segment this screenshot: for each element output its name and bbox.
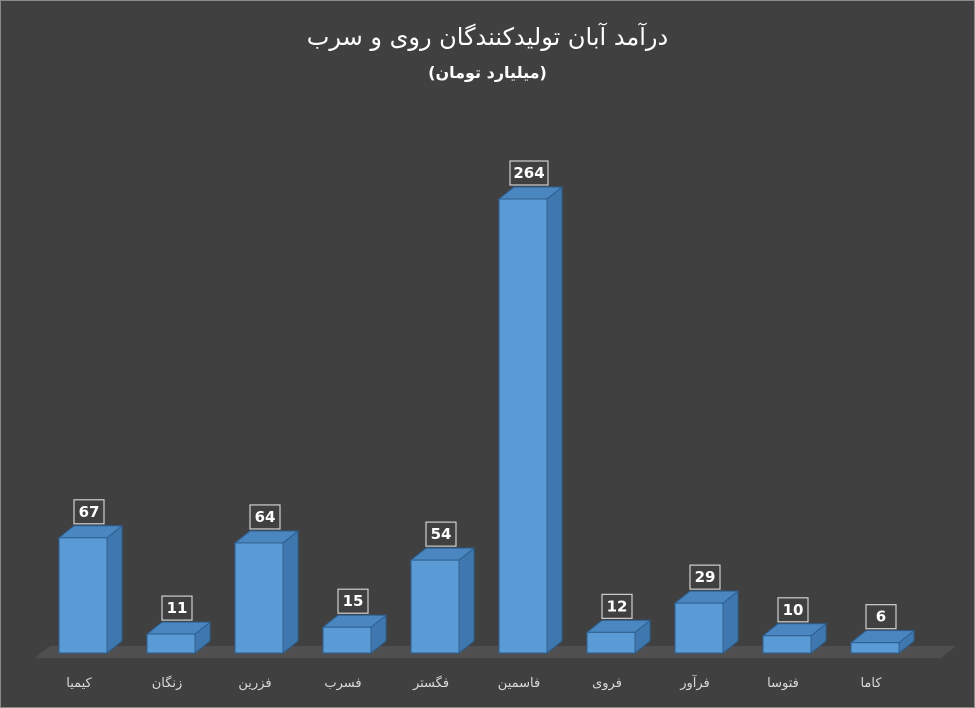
value-label-box bbox=[865, 604, 897, 630]
data-label: 54 bbox=[431, 525, 452, 543]
bar bbox=[234, 542, 284, 654]
bar bbox=[586, 631, 636, 654]
value-label-box bbox=[161, 595, 193, 621]
category-label: فسرب bbox=[324, 676, 361, 691]
data-label: 67 bbox=[79, 503, 100, 521]
category-label: کاما bbox=[860, 676, 882, 691]
bar bbox=[410, 559, 460, 654]
value-label-box bbox=[601, 593, 633, 619]
bar bbox=[322, 626, 372, 654]
category-label: فزرین bbox=[238, 676, 271, 691]
data-label: 6 bbox=[876, 608, 886, 626]
data-label: 10 bbox=[783, 601, 804, 619]
bar bbox=[58, 537, 108, 654]
value-label-box bbox=[337, 588, 369, 614]
value-label-box bbox=[249, 504, 281, 530]
bar bbox=[674, 602, 724, 654]
chart-title: درآمد آبان تولیدکنندگان روی و سرب bbox=[306, 23, 669, 51]
category-label: کیمیا bbox=[66, 676, 92, 691]
category-label: فاسمین bbox=[498, 676, 540, 691]
chart-subtitle: (میلیارد تومان) bbox=[428, 63, 547, 82]
bar-side bbox=[106, 524, 123, 655]
value-label-box bbox=[425, 521, 457, 547]
data-label: 264 bbox=[513, 164, 544, 182]
value-label-box bbox=[73, 499, 105, 525]
data-label: 29 bbox=[695, 568, 716, 586]
category-label: فگستر bbox=[412, 675, 449, 691]
category-label: فتوسا bbox=[767, 676, 799, 691]
bar bbox=[146, 633, 196, 654]
data-label: 12 bbox=[607, 597, 628, 615]
bar bbox=[762, 635, 812, 654]
data-label: 15 bbox=[343, 592, 364, 610]
value-label-box bbox=[689, 564, 721, 590]
data-label: 64 bbox=[255, 508, 276, 526]
bar bbox=[498, 198, 548, 654]
bar-side bbox=[546, 185, 563, 655]
category-label: فرآور bbox=[679, 674, 710, 691]
bar-side bbox=[282, 529, 299, 655]
data-label: 11 bbox=[167, 599, 188, 617]
category-label: فروی bbox=[592, 676, 622, 691]
category-label: زنگان bbox=[152, 675, 183, 691]
bar bbox=[850, 642, 900, 654]
value-label-box bbox=[509, 160, 549, 186]
value-label-box bbox=[777, 597, 809, 623]
bar-side bbox=[458, 547, 475, 655]
